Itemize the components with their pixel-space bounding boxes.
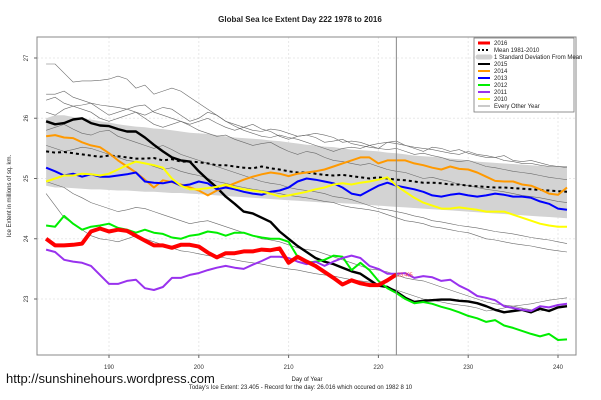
x-tick-label: 190 (104, 365, 115, 371)
series-2013 (45, 166, 568, 211)
x-tick-label: 210 (284, 365, 295, 371)
legend-box (473, 37, 575, 113)
footer-subtitle: Today's Ice Extent: 23.405 - Record for … (188, 385, 413, 391)
legend-label: 2011 (494, 90, 508, 96)
legend-label: 2012 (494, 83, 508, 89)
x-tick-label: 240 (553, 365, 564, 371)
x-tick-label: 230 (463, 365, 474, 371)
y-tick-label: 25 (24, 175, 30, 182)
legend-label: 2015 (494, 62, 508, 68)
grey-years (45, 63, 568, 312)
grey-year-line (46, 145, 568, 253)
y-axis-label: Ice Extent in millions of sq. km. (7, 154, 13, 237)
legend-label: 2014 (494, 69, 508, 75)
x-tick-label: 200 (194, 365, 205, 371)
y-tick-label: 27 (24, 54, 30, 61)
series-2016 (44, 226, 398, 288)
series-lines (44, 117, 568, 341)
source-url[interactable]: http://sunshinehours.wordpress.com (6, 371, 215, 386)
grey-year-line (46, 181, 568, 312)
grey-year-line (46, 105, 568, 203)
legend-label: Mean 1981-2010 (494, 48, 540, 54)
x-tick-label: 220 (373, 365, 384, 371)
legend-label: 2016 (494, 41, 508, 47)
y-tick-label: 23 (24, 295, 30, 302)
grey-year-line (46, 96, 568, 180)
x-ticks: 190 200 210 220 230 240 (104, 355, 564, 371)
chart-title: Global Sea Ice Extent Day 222 1978 to 20… (218, 15, 382, 24)
grey-year-line (46, 123, 568, 244)
legend-label: 1 Standard Deviation From Mean (494, 55, 582, 61)
grey-year-line (45, 193, 568, 312)
legend-label: Every Other Year (494, 104, 540, 110)
series-2011 (45, 248, 568, 312)
series-2010 (45, 160, 567, 228)
grey-year-line (46, 63, 568, 168)
legend-label: 2013 (494, 76, 508, 82)
std-deviation-band (46, 115, 567, 219)
series-2014 (45, 134, 568, 197)
x-axis-label: Day of Year (291, 377, 322, 383)
std-band (46, 115, 567, 219)
plot-frame (36, 36, 577, 356)
y-tick-label: 24 (24, 235, 30, 242)
series-2015 (45, 117, 568, 314)
current-value-label: 23.405 (397, 273, 413, 279)
series-2012 (45, 214, 568, 341)
y-ticks: 23 24 25 26 27 (24, 54, 37, 302)
legend-label: 2010 (494, 97, 508, 103)
y-tick-label: 26 (24, 114, 30, 121)
